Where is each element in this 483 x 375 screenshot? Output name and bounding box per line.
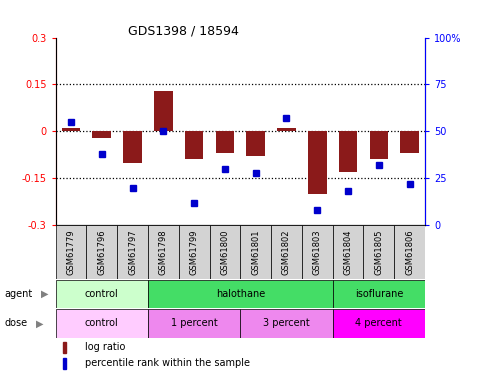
Bar <box>241 225 271 279</box>
Text: GSM61801: GSM61801 <box>251 230 260 275</box>
Text: GSM61803: GSM61803 <box>313 230 322 275</box>
Text: GSM61802: GSM61802 <box>282 230 291 275</box>
Text: GSM61779: GSM61779 <box>67 230 75 275</box>
Bar <box>63 342 66 353</box>
Text: 4 percent: 4 percent <box>355 318 402 328</box>
Bar <box>56 280 148 308</box>
Bar <box>148 309 241 338</box>
Bar <box>333 309 425 338</box>
Text: GSM61799: GSM61799 <box>190 230 199 275</box>
Text: control: control <box>85 318 119 328</box>
Text: ▶: ▶ <box>36 318 44 328</box>
Text: GSM61797: GSM61797 <box>128 230 137 275</box>
Text: ▶: ▶ <box>41 289 49 299</box>
Bar <box>117 225 148 279</box>
Bar <box>333 225 364 279</box>
Bar <box>241 309 333 338</box>
Bar <box>179 225 210 279</box>
Text: halothane: halothane <box>216 289 265 299</box>
Bar <box>308 131 327 194</box>
Bar <box>56 309 148 338</box>
Text: dose: dose <box>5 318 28 328</box>
Bar <box>56 225 86 279</box>
Text: log ratio: log ratio <box>85 342 126 352</box>
Bar <box>154 91 172 131</box>
Text: GSM61806: GSM61806 <box>405 230 414 275</box>
Bar <box>148 280 333 308</box>
Bar <box>333 280 425 308</box>
Bar <box>86 225 117 279</box>
Text: 3 percent: 3 percent <box>263 318 310 328</box>
Bar <box>277 128 296 131</box>
Bar <box>271 225 302 279</box>
Bar <box>123 131 142 162</box>
Bar <box>63 357 66 369</box>
Text: agent: agent <box>5 289 33 299</box>
Text: GSM61800: GSM61800 <box>220 230 229 275</box>
Bar <box>92 131 111 138</box>
Text: control: control <box>85 289 119 299</box>
Bar <box>339 131 357 172</box>
Bar <box>210 225 240 279</box>
Bar <box>246 131 265 156</box>
Bar <box>364 225 394 279</box>
Bar <box>400 131 419 153</box>
Text: isoflurane: isoflurane <box>355 289 403 299</box>
Text: GSM61804: GSM61804 <box>343 230 353 275</box>
Text: 1 percent: 1 percent <box>170 318 217 328</box>
Text: GSM61798: GSM61798 <box>159 230 168 275</box>
Text: GSM61805: GSM61805 <box>374 230 384 275</box>
Bar <box>62 128 80 131</box>
Bar <box>302 225 333 279</box>
Bar <box>185 131 203 159</box>
Text: GDS1398 / 18594: GDS1398 / 18594 <box>128 24 239 38</box>
Text: percentile rank within the sample: percentile rank within the sample <box>85 358 250 368</box>
Bar <box>148 225 179 279</box>
Bar <box>369 131 388 159</box>
Text: GSM61796: GSM61796 <box>97 230 106 275</box>
Bar <box>215 131 234 153</box>
Bar <box>394 225 425 279</box>
